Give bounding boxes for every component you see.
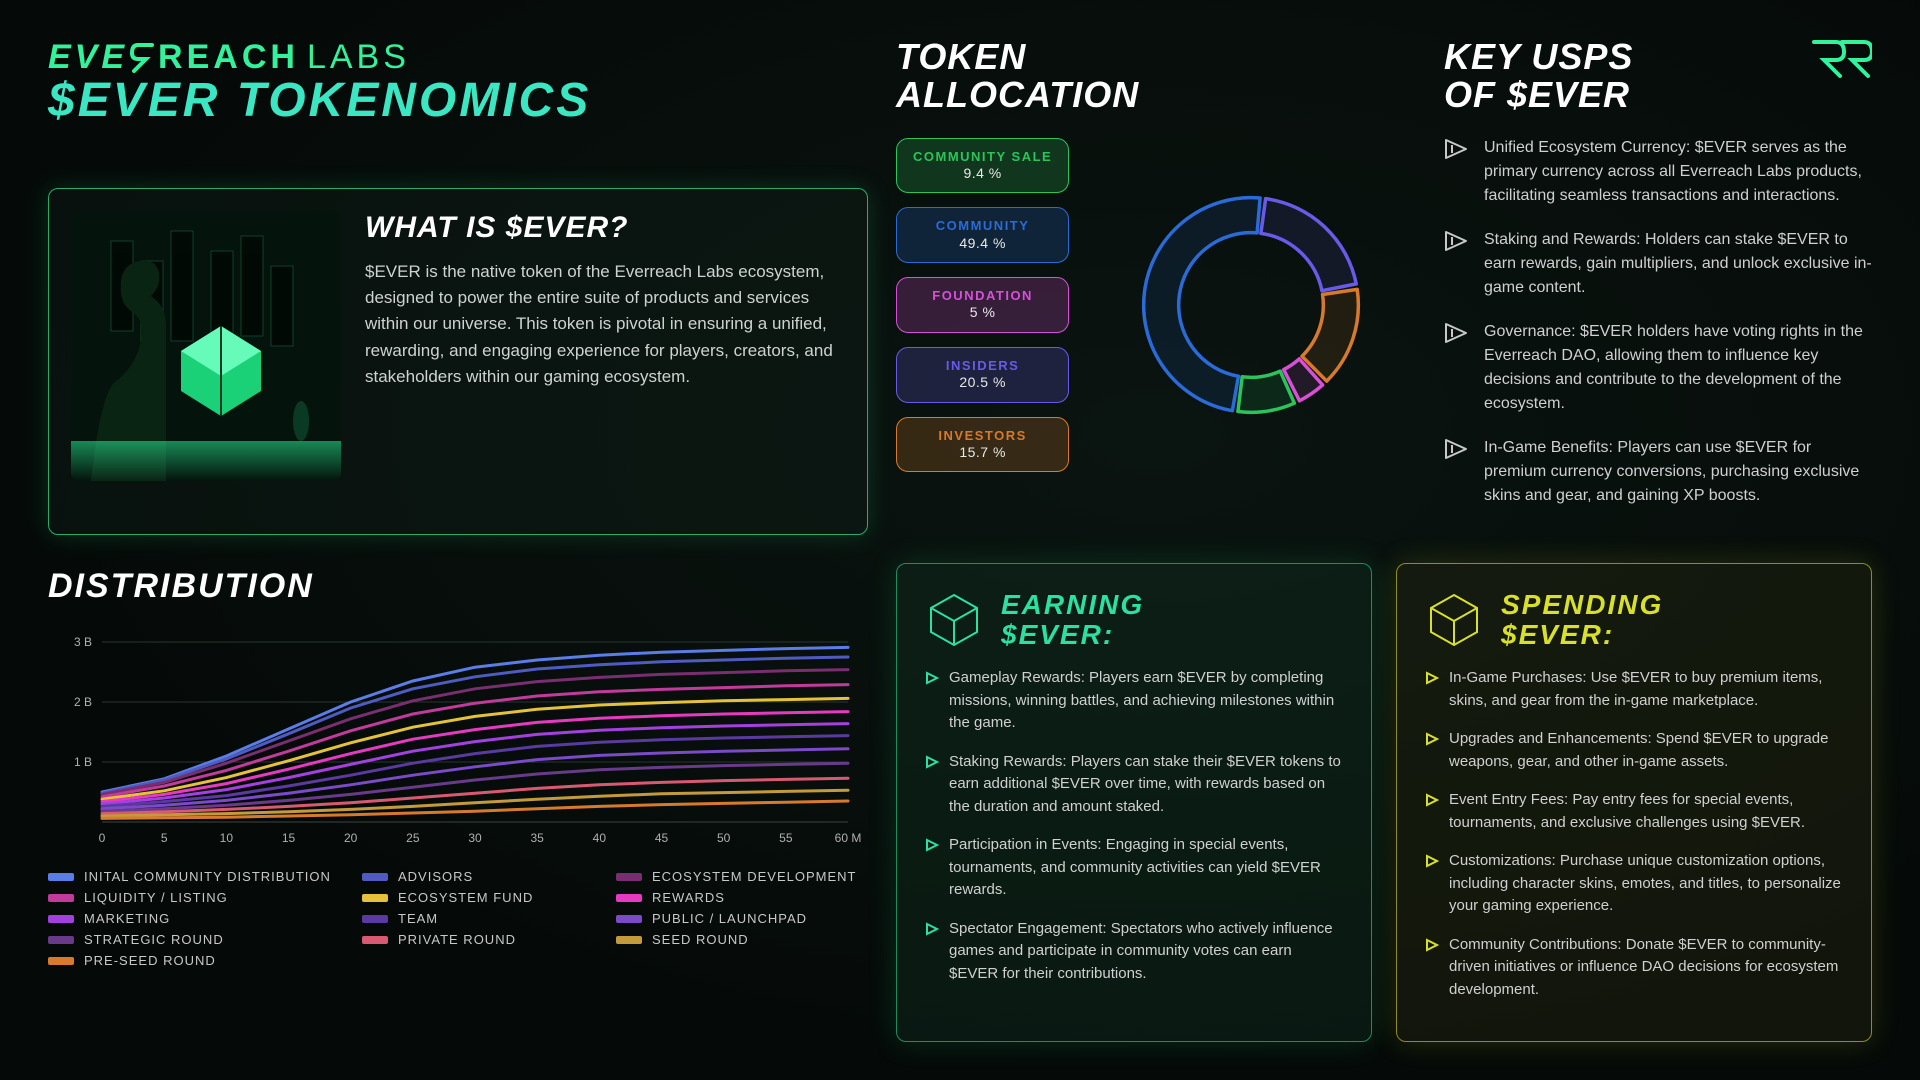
triangle-icon	[1444, 438, 1470, 460]
chevron-icon	[925, 838, 939, 852]
spending-panel: SPENDING $EVER: In-Game Purchases: Use $…	[1396, 563, 1872, 1042]
brand-subtitle: $EVER TOKENOMICS	[48, 73, 868, 128]
alloc-badge: COMMUNITY49.4 %	[896, 207, 1069, 263]
svg-text:3 B: 3 B	[74, 635, 92, 649]
legend-item: ECOSYSTEM FUND	[362, 890, 592, 905]
svg-text:45: 45	[655, 831, 669, 845]
legend-item: INITAL COMMUNITY DISTRIBUTION	[48, 869, 338, 884]
logo-icon	[1810, 38, 1872, 80]
chevron-icon	[1425, 732, 1439, 746]
legend-item: LIQUIDITY / LISTING	[48, 890, 338, 905]
svg-text:55: 55	[779, 831, 793, 845]
brand-reach: REACH	[158, 38, 299, 77]
hero-image	[71, 211, 341, 481]
legend-item: MARKETING	[48, 911, 338, 926]
what-is-card: WHAT IS $EVER? $EVER is the native token…	[48, 188, 868, 536]
brand-ever: EVE	[48, 38, 128, 77]
earn-title: EARNING $EVER:	[1001, 590, 1144, 649]
list-item: Gameplay Rewards: Players earn $EVER by …	[925, 667, 1343, 735]
list-item: In-Game Purchases: Use $EVER to buy prem…	[1425, 667, 1843, 712]
brand-header: EVE REACH LABS $EVER TOKENOMICS	[48, 38, 868, 160]
list-item: Customizations: Purchase unique customiz…	[1425, 850, 1843, 918]
svg-text:40: 40	[593, 831, 607, 845]
svg-text:2 B: 2 B	[74, 695, 92, 709]
legend-item: ADVISORS	[362, 869, 592, 884]
triangle-icon	[1444, 230, 1470, 252]
chevron-icon	[925, 922, 939, 936]
chevron-icon	[1425, 671, 1439, 685]
alloc-badge: INVESTORS15.7 %	[896, 417, 1069, 473]
svg-text:30: 30	[468, 831, 482, 845]
spend-list: In-Game Purchases: Use $EVER to buy prem…	[1425, 667, 1843, 1001]
usp-item: Unified Ecosystem Currency: $EVER serves…	[1444, 136, 1872, 208]
triangle-icon	[1444, 322, 1470, 344]
cube-icon	[925, 591, 983, 649]
list-item: Upgrades and Enhancements: Spend $EVER t…	[1425, 728, 1843, 773]
what-body: $EVER is the native token of the Everrea…	[365, 259, 845, 391]
token-allocation-section: TOKEN ALLOCATION COMMUNITY SALE9.4 %COMM…	[896, 38, 1416, 535]
svg-text:20: 20	[344, 831, 358, 845]
chevron-icon	[925, 755, 939, 769]
svg-text:35: 35	[530, 831, 544, 845]
svg-text:15: 15	[282, 831, 296, 845]
svg-text:60 M: 60 M	[835, 831, 862, 845]
usp-item: Staking and Rewards: Holders can stake $…	[1444, 228, 1872, 300]
brand-r-icon	[130, 43, 156, 73]
distribution-section: DISTRIBUTION 1 B 2 B 3 B 0 5 10 15 20 25 30 35 40 45…	[48, 567, 868, 1042]
legend-item: ECOSYSTEM DEVELOPMENT	[616, 869, 868, 884]
usp-item: Governance: $EVER holders have voting ri…	[1444, 320, 1872, 416]
usp-item: In-Game Benefits: Players can use $EVER …	[1444, 436, 1872, 508]
chevron-icon	[925, 671, 939, 685]
usps-title: KEY USPS OF $EVER	[1444, 38, 1872, 114]
what-title: WHAT IS $EVER?	[365, 211, 845, 245]
distribution-chart: 1 B 2 B 3 B 0 5 10 15 20 25 30 35 40 45 50 55 60 M	[48, 620, 868, 850]
svg-text:5: 5	[161, 831, 168, 845]
alloc-badge: COMMUNITY SALE9.4 %	[896, 138, 1069, 194]
usps-list: Unified Ecosystem Currency: $EVER serves…	[1444, 136, 1872, 508]
alloc-badge-list: COMMUNITY SALE9.4 % COMMUNITY49.4 % FOUNDA…	[896, 138, 1069, 473]
legend-item: SEED ROUND	[616, 932, 868, 947]
dist-title: DISTRIBUTION	[48, 567, 868, 606]
svg-text:1 B: 1 B	[74, 755, 92, 769]
legend-item: STRATEGIC ROUND	[48, 932, 338, 947]
earn-list: Gameplay Rewards: Players earn $EVER by …	[925, 667, 1343, 985]
spend-title: SPENDING $EVER:	[1501, 590, 1663, 649]
alloc-badge: FOUNDATION5 %	[896, 277, 1069, 333]
legend-item: TEAM	[362, 911, 592, 926]
list-item: Spectator Engagement: Spectators who act…	[925, 918, 1343, 986]
usps-section: KEY USPS OF $EVER Unified Ecosystem Curr…	[1444, 38, 1872, 535]
legend-item: PRIVATE ROUND	[362, 932, 592, 947]
list-item: Event Entry Fees: Pay entry fees for spe…	[1425, 789, 1843, 834]
svg-text:50: 50	[717, 831, 731, 845]
chevron-icon	[1425, 938, 1439, 952]
svg-text:10: 10	[220, 831, 234, 845]
chevron-icon	[1425, 793, 1439, 807]
donut-chart	[1085, 138, 1416, 473]
brand-labs: LABS	[307, 38, 410, 77]
legend-item: REWARDS	[616, 890, 868, 905]
chevron-icon	[1425, 854, 1439, 868]
cube-icon	[1425, 591, 1483, 649]
svg-text:25: 25	[406, 831, 420, 845]
list-item: Participation in Events: Engaging in spe…	[925, 834, 1343, 902]
svg-text:0: 0	[99, 831, 106, 845]
dist-legend: INITAL COMMUNITY DISTRIBUTION ADVISORS ECO…	[48, 869, 868, 968]
triangle-icon	[1444, 138, 1470, 160]
earning-panel: EARNING $EVER: Gameplay Rewards: Players…	[896, 563, 1372, 1042]
alloc-badge: INSIDERS20.5 %	[896, 347, 1069, 403]
list-item: Staking Rewards: Players can stake their…	[925, 751, 1343, 819]
alloc-title: TOKEN ALLOCATION	[896, 38, 1416, 114]
lower-panels: EARNING $EVER: Gameplay Rewards: Players…	[896, 563, 1872, 1042]
legend-item: PRE-SEED ROUND	[48, 953, 338, 968]
list-item: Community Contributions: Donate $EVER to…	[1425, 934, 1843, 1002]
legend-item: PUBLIC / LAUNCHPAD	[616, 911, 868, 926]
